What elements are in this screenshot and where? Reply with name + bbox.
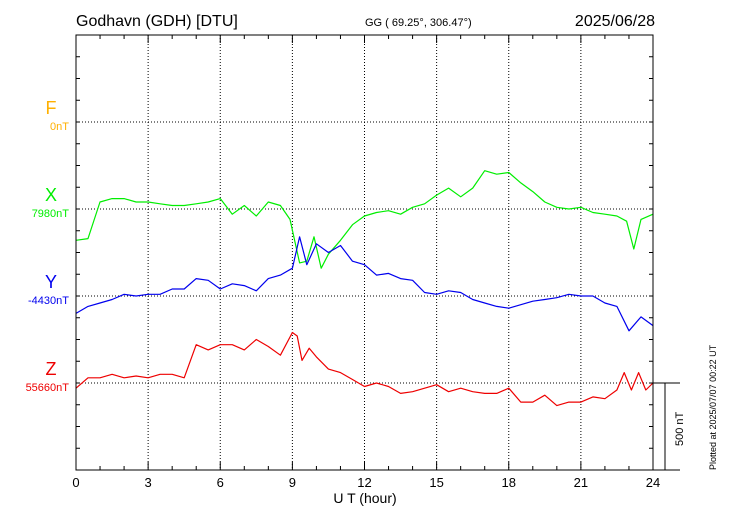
series-line-z (75, 331, 654, 407)
x-tick-label: 9 (289, 475, 296, 490)
x-tick-label: 18 (502, 475, 516, 490)
baseline-label-x: 7980nT (32, 208, 70, 220)
x-tick-label: 3 (145, 475, 152, 490)
x-tick-label: 15 (429, 475, 443, 490)
station-coordinates: GG ( 69.25°, 306.47°) (365, 17, 472, 29)
series-line-y (75, 236, 654, 332)
plotted-timestamp: Plotted at 2025/07/07 00:22 UT (708, 344, 718, 470)
series-name-f: F (46, 98, 57, 118)
grid (76, 35, 653, 470)
station-title: Godhavn (GDH) [DTU] (76, 13, 238, 30)
x-tick-label: 0 (72, 475, 79, 490)
axes: 0 3 6 9 12 15 18 21 24 500 nT (72, 34, 686, 490)
baseline-label-z: 55660nT (26, 382, 70, 394)
chart-date: 2025/06/28 (575, 13, 655, 30)
x-tick-label: 6 (217, 475, 224, 490)
x-tick-label: 21 (574, 475, 588, 490)
series-name-z: Z (46, 359, 57, 379)
x-axis-label: U T (hour) (333, 490, 396, 506)
series-line-x (75, 170, 654, 269)
series-lines (75, 170, 654, 407)
baseline-label-y: -4430nT (28, 295, 69, 307)
series-labels: F 0nT X 7980nT Y -4430nT Z 55660nT (26, 98, 70, 394)
series-name-x: X (45, 185, 57, 205)
x-tick-label: 12 (357, 475, 371, 490)
scale-bar-label: 500 nT (674, 411, 686, 446)
series-name-y: Y (45, 272, 57, 292)
baseline-label-f: 0nT (50, 121, 69, 133)
x-tick-label: 24 (646, 475, 660, 490)
